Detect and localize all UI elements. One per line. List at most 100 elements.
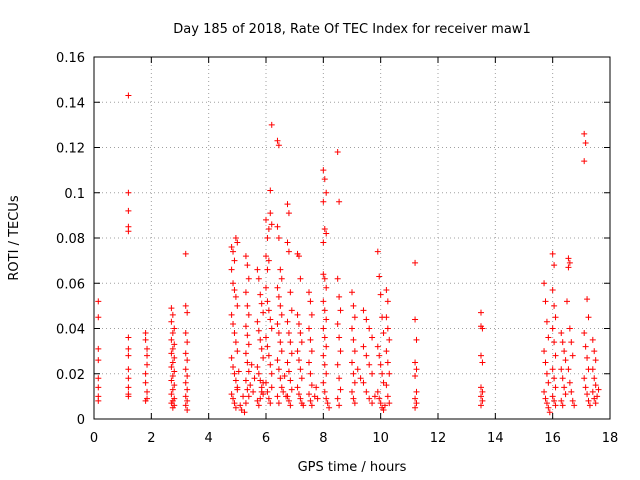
data-point (230, 395, 237, 402)
data-point (543, 318, 550, 325)
data-point (125, 375, 132, 382)
data-point (144, 345, 151, 352)
data-point (230, 320, 237, 327)
data-point (306, 391, 312, 398)
data-point (321, 275, 328, 282)
data-point (144, 361, 151, 368)
data-point (263, 334, 269, 341)
data-point (379, 370, 386, 377)
data-point (336, 375, 343, 382)
data-point (546, 409, 553, 416)
data-point (349, 325, 355, 332)
data-point (125, 393, 132, 400)
data-point (95, 298, 102, 305)
data-point (595, 386, 602, 393)
data-point (354, 366, 361, 373)
data-point (592, 400, 599, 407)
data-point (320, 198, 327, 205)
data-point (169, 386, 176, 393)
data-point (543, 370, 550, 377)
data-point (230, 280, 237, 287)
data-point (479, 325, 486, 332)
data-point (144, 352, 151, 359)
data-point (351, 400, 358, 407)
data-point (242, 400, 249, 407)
data-point (591, 348, 598, 355)
data-point (231, 400, 238, 407)
data-point (321, 361, 328, 368)
data-point (376, 273, 383, 280)
data-point (584, 296, 591, 303)
data-point (182, 330, 189, 337)
data-point (479, 397, 486, 404)
data-point (562, 357, 569, 364)
data-point (234, 386, 241, 393)
data-point (169, 345, 176, 352)
data-point (284, 239, 291, 246)
data-point (337, 307, 344, 314)
data-point (234, 239, 241, 246)
x-tick-label: 2 (147, 431, 155, 446)
data-point (184, 339, 191, 346)
data-point (284, 393, 291, 400)
data-point (559, 402, 566, 409)
data-point (552, 402, 559, 409)
data-point (566, 325, 573, 332)
data-point (281, 373, 288, 380)
data-point (314, 395, 321, 402)
data-point (549, 250, 556, 257)
data-point (244, 332, 251, 339)
data-point (125, 366, 132, 373)
data-point (586, 402, 593, 409)
data-point (561, 348, 568, 355)
data-point (285, 397, 292, 404)
data-point (182, 250, 189, 257)
x-tick-label: 14 (487, 431, 504, 446)
data-point (168, 336, 175, 343)
data-point (360, 379, 367, 386)
data-point (412, 259, 419, 266)
y-axis-label: ROTI / TECUs (7, 195, 22, 280)
data-point (268, 221, 275, 228)
data-point (306, 325, 312, 332)
data-point (267, 361, 274, 368)
data-point (351, 348, 358, 355)
data-point (569, 352, 576, 359)
data-point (182, 350, 189, 357)
data-point (232, 404, 239, 411)
data-point (231, 370, 238, 377)
data-point (228, 244, 235, 251)
data-point (254, 266, 261, 273)
data-point (592, 382, 599, 389)
data-point (542, 359, 549, 366)
data-point (324, 400, 331, 407)
data-point (552, 352, 559, 359)
data-point (171, 325, 178, 332)
y-tick-label: 0.08 (56, 232, 85, 247)
data-point (541, 348, 548, 355)
data-point (288, 386, 295, 393)
data-point (336, 402, 343, 409)
data-point (275, 330, 282, 337)
data-point (251, 375, 258, 382)
data-point (230, 363, 237, 370)
data-point (545, 404, 552, 411)
data-point (585, 314, 592, 321)
data-point (274, 223, 281, 230)
data-point (274, 284, 281, 291)
data-point (558, 366, 565, 373)
data-point (295, 253, 302, 260)
data-point (275, 293, 282, 300)
data-point (285, 248, 292, 255)
data-point (478, 352, 484, 359)
data-point (381, 402, 388, 409)
data-point (182, 402, 189, 409)
data-point (287, 377, 294, 384)
data-point (169, 404, 176, 411)
data-point (374, 248, 381, 255)
data-point (306, 289, 312, 296)
data-point (384, 393, 391, 400)
data-point (323, 395, 330, 402)
data-point (231, 257, 238, 264)
data-point (95, 357, 102, 364)
